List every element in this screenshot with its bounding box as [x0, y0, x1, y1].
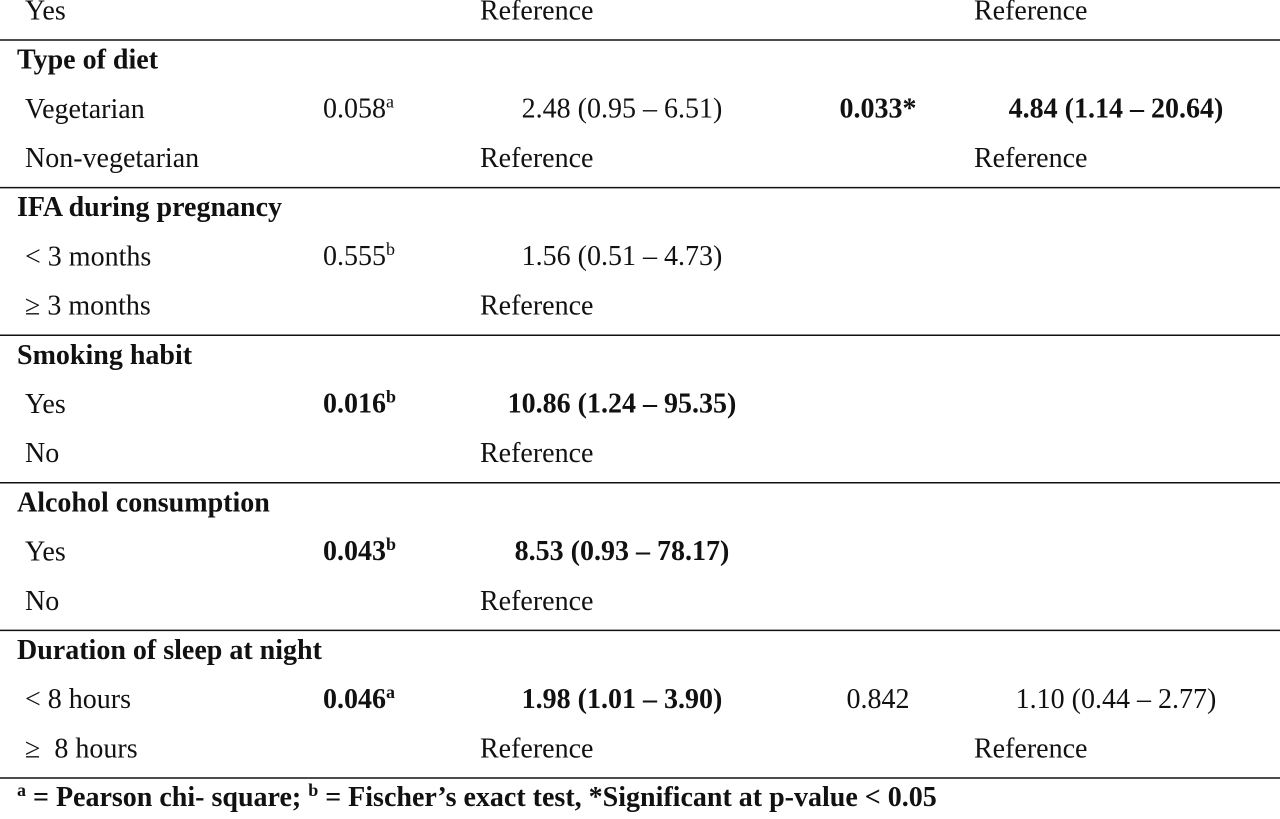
row-label: < 8 hours [25, 684, 131, 715]
reference: Reference [480, 586, 593, 617]
odds-ratio-text: 8.53 (0.93 – 78.17) [515, 537, 730, 568]
section-header: Alcohol consumption [17, 487, 270, 518]
p-value: 0.033* [840, 94, 917, 125]
reference: Reference [480, 438, 593, 469]
odds-ratio: 2.48 (0.95 – 6.51) [522, 94, 723, 125]
p-value-text: 0.046 [323, 684, 386, 715]
row-label: Yes [25, 0, 66, 26]
row-label: Yes [25, 389, 66, 420]
p-value-text: 0.842 [847, 684, 910, 715]
section-header: Type of diet [17, 45, 159, 76]
p-value-text: 0.058 [323, 94, 386, 125]
row-label: ≥ 3 months [25, 291, 151, 322]
odds-ratio-text: 1.98 (1.01 – 3.90) [522, 684, 723, 715]
reference: Reference [974, 0, 1087, 26]
row-label: No [25, 438, 59, 469]
odds-ratio-text: 2.48 (0.95 – 6.51) [522, 94, 723, 125]
p-value: 0.043b [323, 534, 396, 567]
superscript: a [17, 780, 26, 800]
footnote: a = Pearson chi- square; b = Fischer’s e… [17, 780, 937, 813]
reference: Reference [974, 143, 1087, 174]
reference: Reference [974, 733, 1087, 764]
row-label: Vegetarian [25, 94, 145, 125]
superscript: b [386, 387, 396, 407]
p-value-text: 0.555 [323, 241, 386, 272]
superscript: a [386, 682, 395, 702]
footnote-text: = Pearson chi- square; [26, 783, 308, 814]
odds-ratio: 10.86 (1.24 – 95.35) [508, 389, 737, 420]
odds-ratio-text: 4.84 (1.14 – 20.64) [1009, 94, 1224, 125]
reference: Reference [480, 291, 593, 322]
superscript: b [386, 534, 396, 554]
section-header: Duration of sleep at night [17, 635, 323, 666]
superscript: b [308, 780, 318, 800]
section-header: Smoking habit [17, 340, 193, 371]
p-value: 0.016b [323, 387, 396, 420]
p-value: 0.842 [847, 684, 910, 715]
odds-ratio: 1.10 (0.44 – 2.77) [1016, 684, 1217, 715]
row-label: < 3 months [25, 241, 151, 272]
row-label: Yes [25, 537, 66, 568]
p-value-text: 0.033* [840, 94, 917, 125]
reference: Reference [480, 143, 593, 174]
row-label: ≥ 8 hours [25, 733, 138, 764]
odds-ratio-text: 1.56 (0.51 – 4.73) [522, 241, 723, 272]
odds-ratio-text: 10.86 (1.24 – 95.35) [508, 389, 737, 420]
footnote-text: = Fischer’s exact test, *Significant at … [318, 783, 937, 814]
p-value-text: 0.016 [323, 389, 386, 420]
odds-ratio: 4.84 (1.14 – 20.64) [1009, 94, 1224, 125]
odds-ratio: 1.56 (0.51 – 4.73) [522, 241, 723, 272]
row-label: No [25, 586, 59, 617]
row-label: Non-vegetarian [25, 143, 199, 174]
odds-ratio-text: 1.10 (0.44 – 2.77) [1016, 684, 1217, 715]
p-value: 0.555b [323, 239, 395, 272]
reference: Reference [480, 733, 593, 764]
superscript: b [386, 239, 395, 259]
p-value: 0.046a [323, 682, 395, 715]
superscript: a [386, 92, 394, 112]
reference: Reference [480, 0, 593, 26]
odds-ratio: 1.98 (1.01 – 3.90) [522, 684, 723, 715]
p-value-text: 0.043 [323, 537, 386, 568]
odds-ratio: 8.53 (0.93 – 78.17) [515, 537, 730, 568]
p-value: 0.058a [323, 92, 394, 125]
section-header: IFA during pregnancy [17, 192, 282, 223]
